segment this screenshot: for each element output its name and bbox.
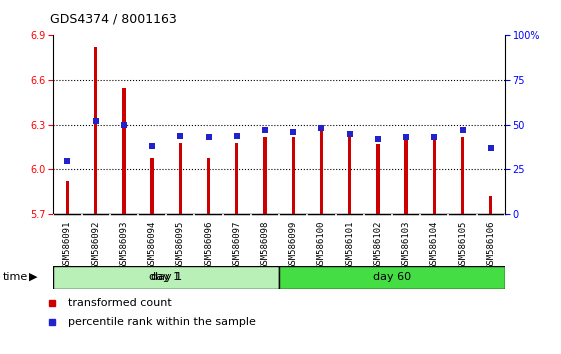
Bar: [235, 143, 238, 214]
Text: percentile rank within the sample: percentile rank within the sample: [68, 317, 256, 327]
Bar: [376, 144, 380, 214]
Bar: [320, 129, 323, 214]
Bar: [348, 137, 351, 214]
Bar: [94, 47, 97, 214]
Bar: [263, 137, 266, 214]
Bar: [433, 140, 436, 214]
Text: GSM586106: GSM586106: [486, 220, 495, 269]
Text: transformed count: transformed count: [68, 298, 172, 308]
Bar: [404, 140, 408, 214]
Text: GSM586093: GSM586093: [119, 220, 128, 269]
Text: GSM586104: GSM586104: [430, 220, 439, 269]
Text: GSM586100: GSM586100: [317, 220, 326, 269]
Text: GSM586094: GSM586094: [148, 220, 157, 269]
Bar: [279, 266, 505, 289]
Bar: [122, 87, 126, 214]
Text: GSM586092: GSM586092: [91, 220, 100, 269]
Text: GSM586102: GSM586102: [374, 220, 383, 269]
Bar: [66, 181, 69, 214]
Bar: [461, 137, 465, 214]
Text: GDS4374 / 8001163: GDS4374 / 8001163: [50, 12, 177, 25]
Bar: [178, 143, 182, 214]
Text: GSM586097: GSM586097: [232, 220, 241, 269]
Text: GSM586105: GSM586105: [458, 220, 467, 269]
Text: day 60: day 60: [373, 272, 411, 282]
Bar: [489, 196, 493, 214]
Bar: [53, 266, 279, 289]
Bar: [150, 158, 154, 214]
Text: ▶: ▶: [29, 272, 38, 282]
Text: GSM586103: GSM586103: [402, 220, 411, 269]
Text: time: time: [3, 272, 28, 282]
Bar: [292, 137, 295, 214]
Text: GSM586091: GSM586091: [63, 220, 72, 269]
Text: GSM586095: GSM586095: [176, 220, 185, 269]
Text: GSM586098: GSM586098: [260, 220, 269, 269]
Text: GSM586101: GSM586101: [345, 220, 354, 269]
Text: day 1: day 1: [151, 272, 182, 282]
Text: day 1: day 1: [149, 272, 180, 282]
Text: GSM586096: GSM586096: [204, 220, 213, 269]
Bar: [207, 158, 210, 214]
Text: GSM586099: GSM586099: [289, 220, 298, 269]
